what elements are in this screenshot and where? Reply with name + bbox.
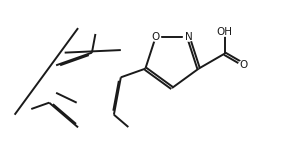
Ellipse shape bbox=[150, 34, 160, 41]
Ellipse shape bbox=[183, 34, 193, 41]
Text: N: N bbox=[184, 32, 192, 42]
Ellipse shape bbox=[217, 27, 233, 36]
Ellipse shape bbox=[239, 61, 249, 69]
Text: OH: OH bbox=[217, 27, 233, 37]
Text: O: O bbox=[151, 32, 160, 42]
Text: O: O bbox=[240, 60, 248, 70]
